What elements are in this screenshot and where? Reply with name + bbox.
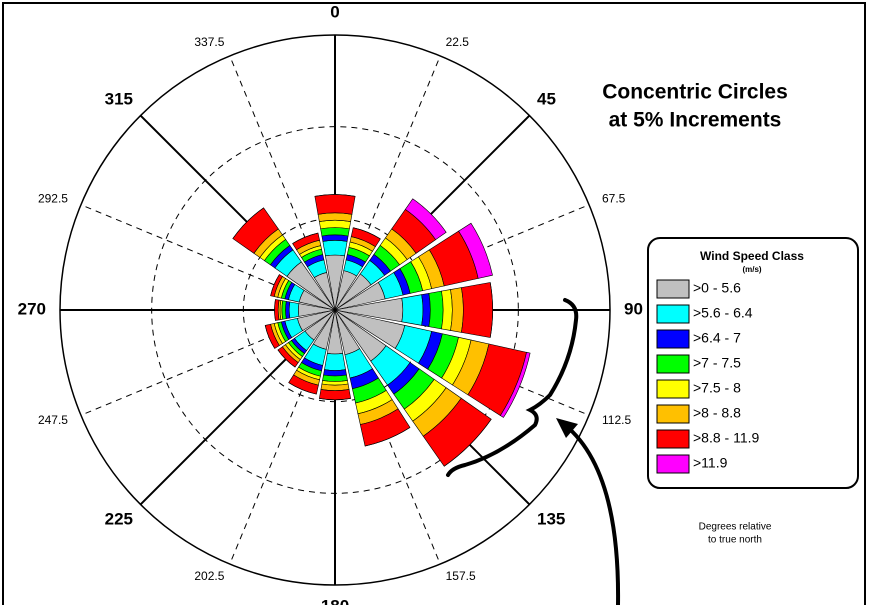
legend-swatch — [656, 429, 690, 449]
legend-box — [647, 237, 859, 489]
direction-label: 337.5 — [194, 35, 224, 49]
legend-swatch — [656, 304, 690, 324]
wedge — [320, 227, 350, 237]
wedge — [441, 289, 453, 331]
marks — [232, 194, 531, 467]
legend: >0 - 5.6 >5.6 - 6.4 >6.4 - 7 >7 - 7.5 >7.5 -… — [656, 279, 760, 474]
legend-swatch — [656, 354, 690, 374]
legend-swatch — [656, 279, 690, 299]
legend-swatch — [656, 454, 690, 474]
wedge — [264, 325, 275, 349]
direction-label: 45 — [537, 89, 556, 108]
legend-title: Wind Speed Class — [700, 249, 804, 263]
wedge — [404, 198, 447, 241]
direction-label: 157.5 — [446, 569, 476, 583]
legend-label: >11.9 — [693, 455, 728, 471]
wedge — [232, 207, 264, 239]
wedge — [458, 222, 493, 279]
note: Degrees relative — [699, 522, 772, 533]
wedge — [323, 369, 347, 377]
direction-label: 315 — [105, 89, 133, 108]
legend-subtitle: (m/s) — [742, 265, 761, 274]
wedge — [364, 427, 411, 447]
direction-label: 22.5 — [446, 35, 470, 49]
wedge — [322, 240, 348, 257]
legend-label: >0 - 5.6 — [693, 280, 741, 296]
legend-swatch — [656, 329, 690, 349]
wedge — [353, 227, 381, 240]
wedge — [317, 212, 353, 222]
wedge — [288, 301, 300, 319]
direction-label: 270 — [18, 299, 46, 318]
arrow-annotation — [563, 423, 621, 605]
wedge — [401, 294, 424, 326]
legend-label: >7.5 - 8 — [693, 380, 741, 396]
wedge — [444, 419, 492, 467]
legend-swatch — [656, 404, 690, 424]
legend-swatch — [656, 379, 690, 399]
labels: 0 22.5 45 67.5 90 112.5 135 157.5 180 202.5 225 247… — [18, 2, 643, 605]
direction-label: 180 — [321, 596, 349, 605]
note: to true north — [708, 535, 762, 546]
wedge — [318, 389, 352, 401]
legend-label: >6.4 - 7 — [693, 330, 741, 346]
wedge — [324, 352, 346, 371]
legend-label: >8 - 8.8 — [693, 405, 741, 421]
annotation: Concentric Circles — [602, 81, 788, 104]
direction-label: 202.5 — [194, 569, 224, 583]
wedge — [321, 234, 349, 242]
direction-label: 225 — [105, 509, 133, 528]
brace-annotation — [446, 298, 579, 477]
legend-label: >5.6 - 6.4 — [693, 305, 753, 321]
wedge — [421, 293, 431, 327]
direction-label: 247.5 — [38, 413, 68, 427]
direction-label: 135 — [537, 509, 565, 528]
legend-label: >7 - 7.5 — [693, 355, 741, 371]
direction-label: 112.5 — [602, 413, 631, 427]
wedge — [320, 383, 350, 391]
direction-label: 292.5 — [38, 192, 68, 206]
direction-label: 90 — [624, 299, 643, 318]
wedge — [322, 374, 348, 382]
wedge — [270, 274, 280, 296]
wedge — [314, 194, 356, 215]
direction-label: 67.5 — [602, 192, 626, 206]
annotation: at 5% Increments — [609, 109, 782, 132]
arrow-head — [556, 418, 578, 438]
wedge — [499, 351, 531, 418]
wedge — [450, 287, 464, 333]
wedge — [428, 290, 444, 330]
wedge — [461, 282, 493, 338]
wedge — [318, 219, 352, 230]
legend-label: >8.8 - 11.9 — [693, 430, 760, 446]
direction-label: 0 — [330, 2, 339, 21]
